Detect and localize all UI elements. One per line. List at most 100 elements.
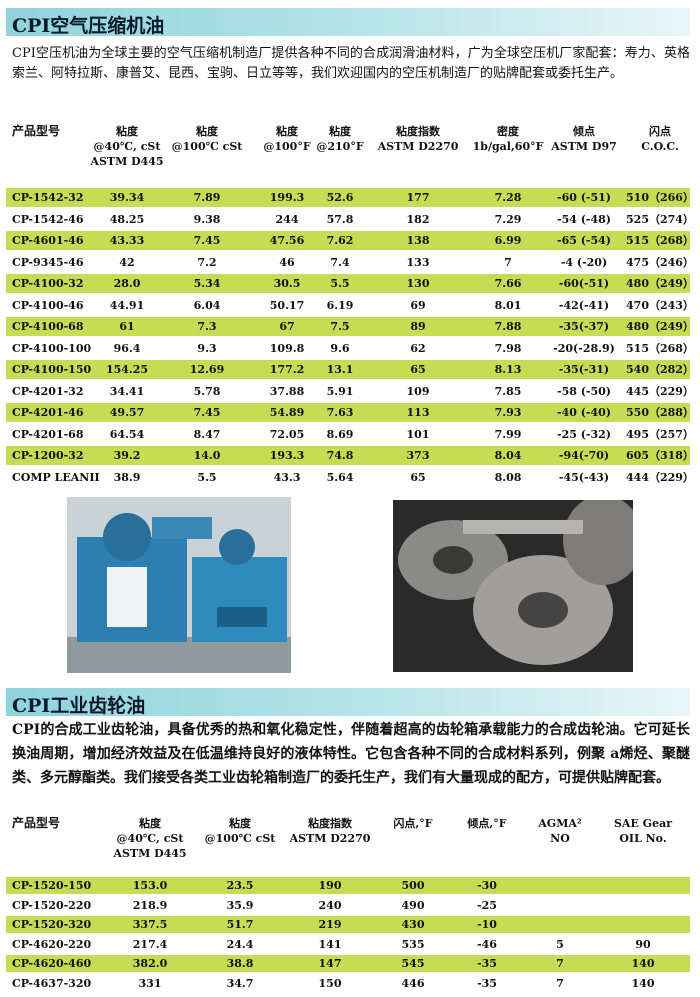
table-cell: 43.33 — [109, 234, 145, 248]
table-cell: -45(-43) — [558, 470, 610, 484]
table-cell: CP-4620-460 — [12, 957, 92, 971]
table-cell: 177.2 — [269, 363, 305, 377]
table-cell: 49.57 — [109, 406, 145, 420]
table-cell: 7.28 — [494, 191, 522, 205]
table-cell: 6.04 — [193, 298, 221, 312]
table-cell: 38.9 — [113, 470, 141, 484]
table-cell: 218.9 — [132, 898, 168, 912]
table-cell: -42(-41) — [558, 298, 610, 312]
table-cell: 430 — [401, 918, 425, 932]
table-cell: 140 — [631, 957, 655, 971]
table-cell: -35 — [477, 976, 497, 990]
table-cell: 5.5 — [330, 277, 350, 291]
table-cell: CP-1200-32 — [12, 449, 84, 463]
column-header: 密度 1b/gal,60°F — [473, 124, 544, 154]
column-header: 粘度指数 ASTM D2270 — [378, 124, 459, 154]
row-highlight — [6, 188, 690, 208]
table-cell: 48.25 — [109, 212, 145, 226]
table-cell: 14.0 — [193, 449, 221, 463]
row-highlight — [6, 877, 690, 895]
column-header: 粘度 @210°F — [316, 124, 363, 154]
header-line: 粘度 — [276, 125, 298, 138]
table-cell: -54 (-48) — [557, 212, 611, 226]
header-line: ASTM D97 — [551, 140, 617, 153]
table-cell: 150 — [318, 976, 342, 990]
row-highlight — [6, 916, 690, 934]
table-cell: 109 — [406, 384, 430, 398]
table-cell: -65 (-54) — [557, 234, 611, 248]
table-cell: 500 — [401, 879, 425, 893]
table-cell: CP-4601-46 — [12, 234, 84, 248]
table-cell: 480（249） — [626, 320, 694, 334]
header-line: @40℃, cSt — [93, 140, 161, 153]
header-line: OIL No. — [619, 832, 667, 845]
table-cell: 5.78 — [193, 384, 221, 398]
table-cell: 7.66 — [494, 277, 522, 291]
header-line: NO — [550, 832, 570, 845]
table-cell: 7.4 — [330, 255, 350, 269]
table-cell: 193.3 — [269, 449, 305, 463]
table-cell: CP-1542-46 — [12, 212, 84, 226]
table-cell: 140 — [631, 976, 655, 990]
column-header: 粘度 @40℃, cSt ASTM D445 — [113, 816, 186, 861]
compressor-illustration — [67, 497, 291, 673]
table-cell: 34.7 — [226, 976, 254, 990]
table-cell: 337.5 — [132, 918, 168, 932]
column-header: 产品型号 — [12, 124, 60, 139]
table-cell: 545 — [401, 957, 425, 971]
table-cell: 445（229） — [626, 384, 694, 398]
table-cell: 141 — [318, 937, 342, 951]
table-cell: CP-4100-68 — [12, 320, 84, 334]
table-cell: 13.1 — [326, 363, 354, 377]
table-cell: 42 — [119, 255, 135, 269]
row-highlight — [6, 446, 690, 466]
table-cell: 475（246） — [626, 255, 694, 269]
column-header: 产品型号 — [12, 816, 60, 831]
header-line: 倾点 — [573, 125, 595, 138]
table-cell: 138 — [406, 234, 430, 248]
table-cell: 47.56 — [269, 234, 305, 248]
header-line: @100°F — [263, 140, 311, 153]
table-cell: -35(-37) — [558, 320, 610, 334]
table-cell: 7.45 — [193, 406, 221, 420]
header-line: C.O.C. — [641, 140, 679, 153]
table-cell: 37.88 — [269, 384, 305, 398]
gears-illustration — [393, 500, 633, 672]
table-cell: 8.47 — [193, 427, 221, 441]
table-cell: 62 — [410, 341, 426, 355]
table-cell: 7.89 — [193, 191, 221, 205]
column-header: 倾点 ASTM D97 — [551, 124, 617, 154]
header-line: 粘度指数 — [395, 125, 440, 138]
table-cell: CP-4100-100 — [12, 341, 92, 355]
header-line: 产品型号 — [12, 124, 61, 138]
table-cell: 8.13 — [494, 363, 522, 377]
row-highlight — [6, 360, 690, 380]
table-cell: CP-4201-68 — [12, 427, 84, 441]
header-line: 闪点,°F — [393, 817, 433, 830]
table-cell: 7.29 — [494, 212, 522, 226]
table-cell: CP-1520-150 — [12, 879, 92, 893]
table-cell: 51.7 — [226, 918, 254, 932]
table-cell: 46 — [279, 255, 295, 269]
table-cell: -40 (-40) — [557, 406, 611, 420]
table-cell: 72.05 — [269, 427, 305, 441]
table-cell: 30.5 — [273, 277, 301, 291]
table-cell: 38.8 — [226, 957, 254, 971]
table-cell: 6.19 — [326, 298, 354, 312]
header-line: 粘度 — [228, 817, 251, 830]
table-cell: 7.63 — [326, 406, 354, 420]
column-header: 粘度 @40℃, cSt ASTM D445 — [90, 124, 163, 169]
column-header: 粘度指数 ASTM D2270 — [290, 816, 371, 846]
table-cell: 7 — [556, 976, 564, 990]
section-title: CPI空气压缩机油 — [12, 15, 165, 37]
table-cell: 9.3 — [197, 341, 217, 355]
table-cell: 490 — [401, 898, 425, 912]
table-cell: CP-4100-46 — [12, 298, 84, 312]
table-cell: 90 — [635, 937, 651, 951]
table-cell: 190 — [318, 879, 342, 893]
table-cell: 39.2 — [113, 449, 141, 463]
header-line: ASTM D2270 — [289, 832, 371, 845]
compressor-photo — [67, 497, 291, 673]
header-line: 粘度 — [195, 125, 218, 138]
column-header: SAE Gear OIL No. — [614, 816, 672, 846]
